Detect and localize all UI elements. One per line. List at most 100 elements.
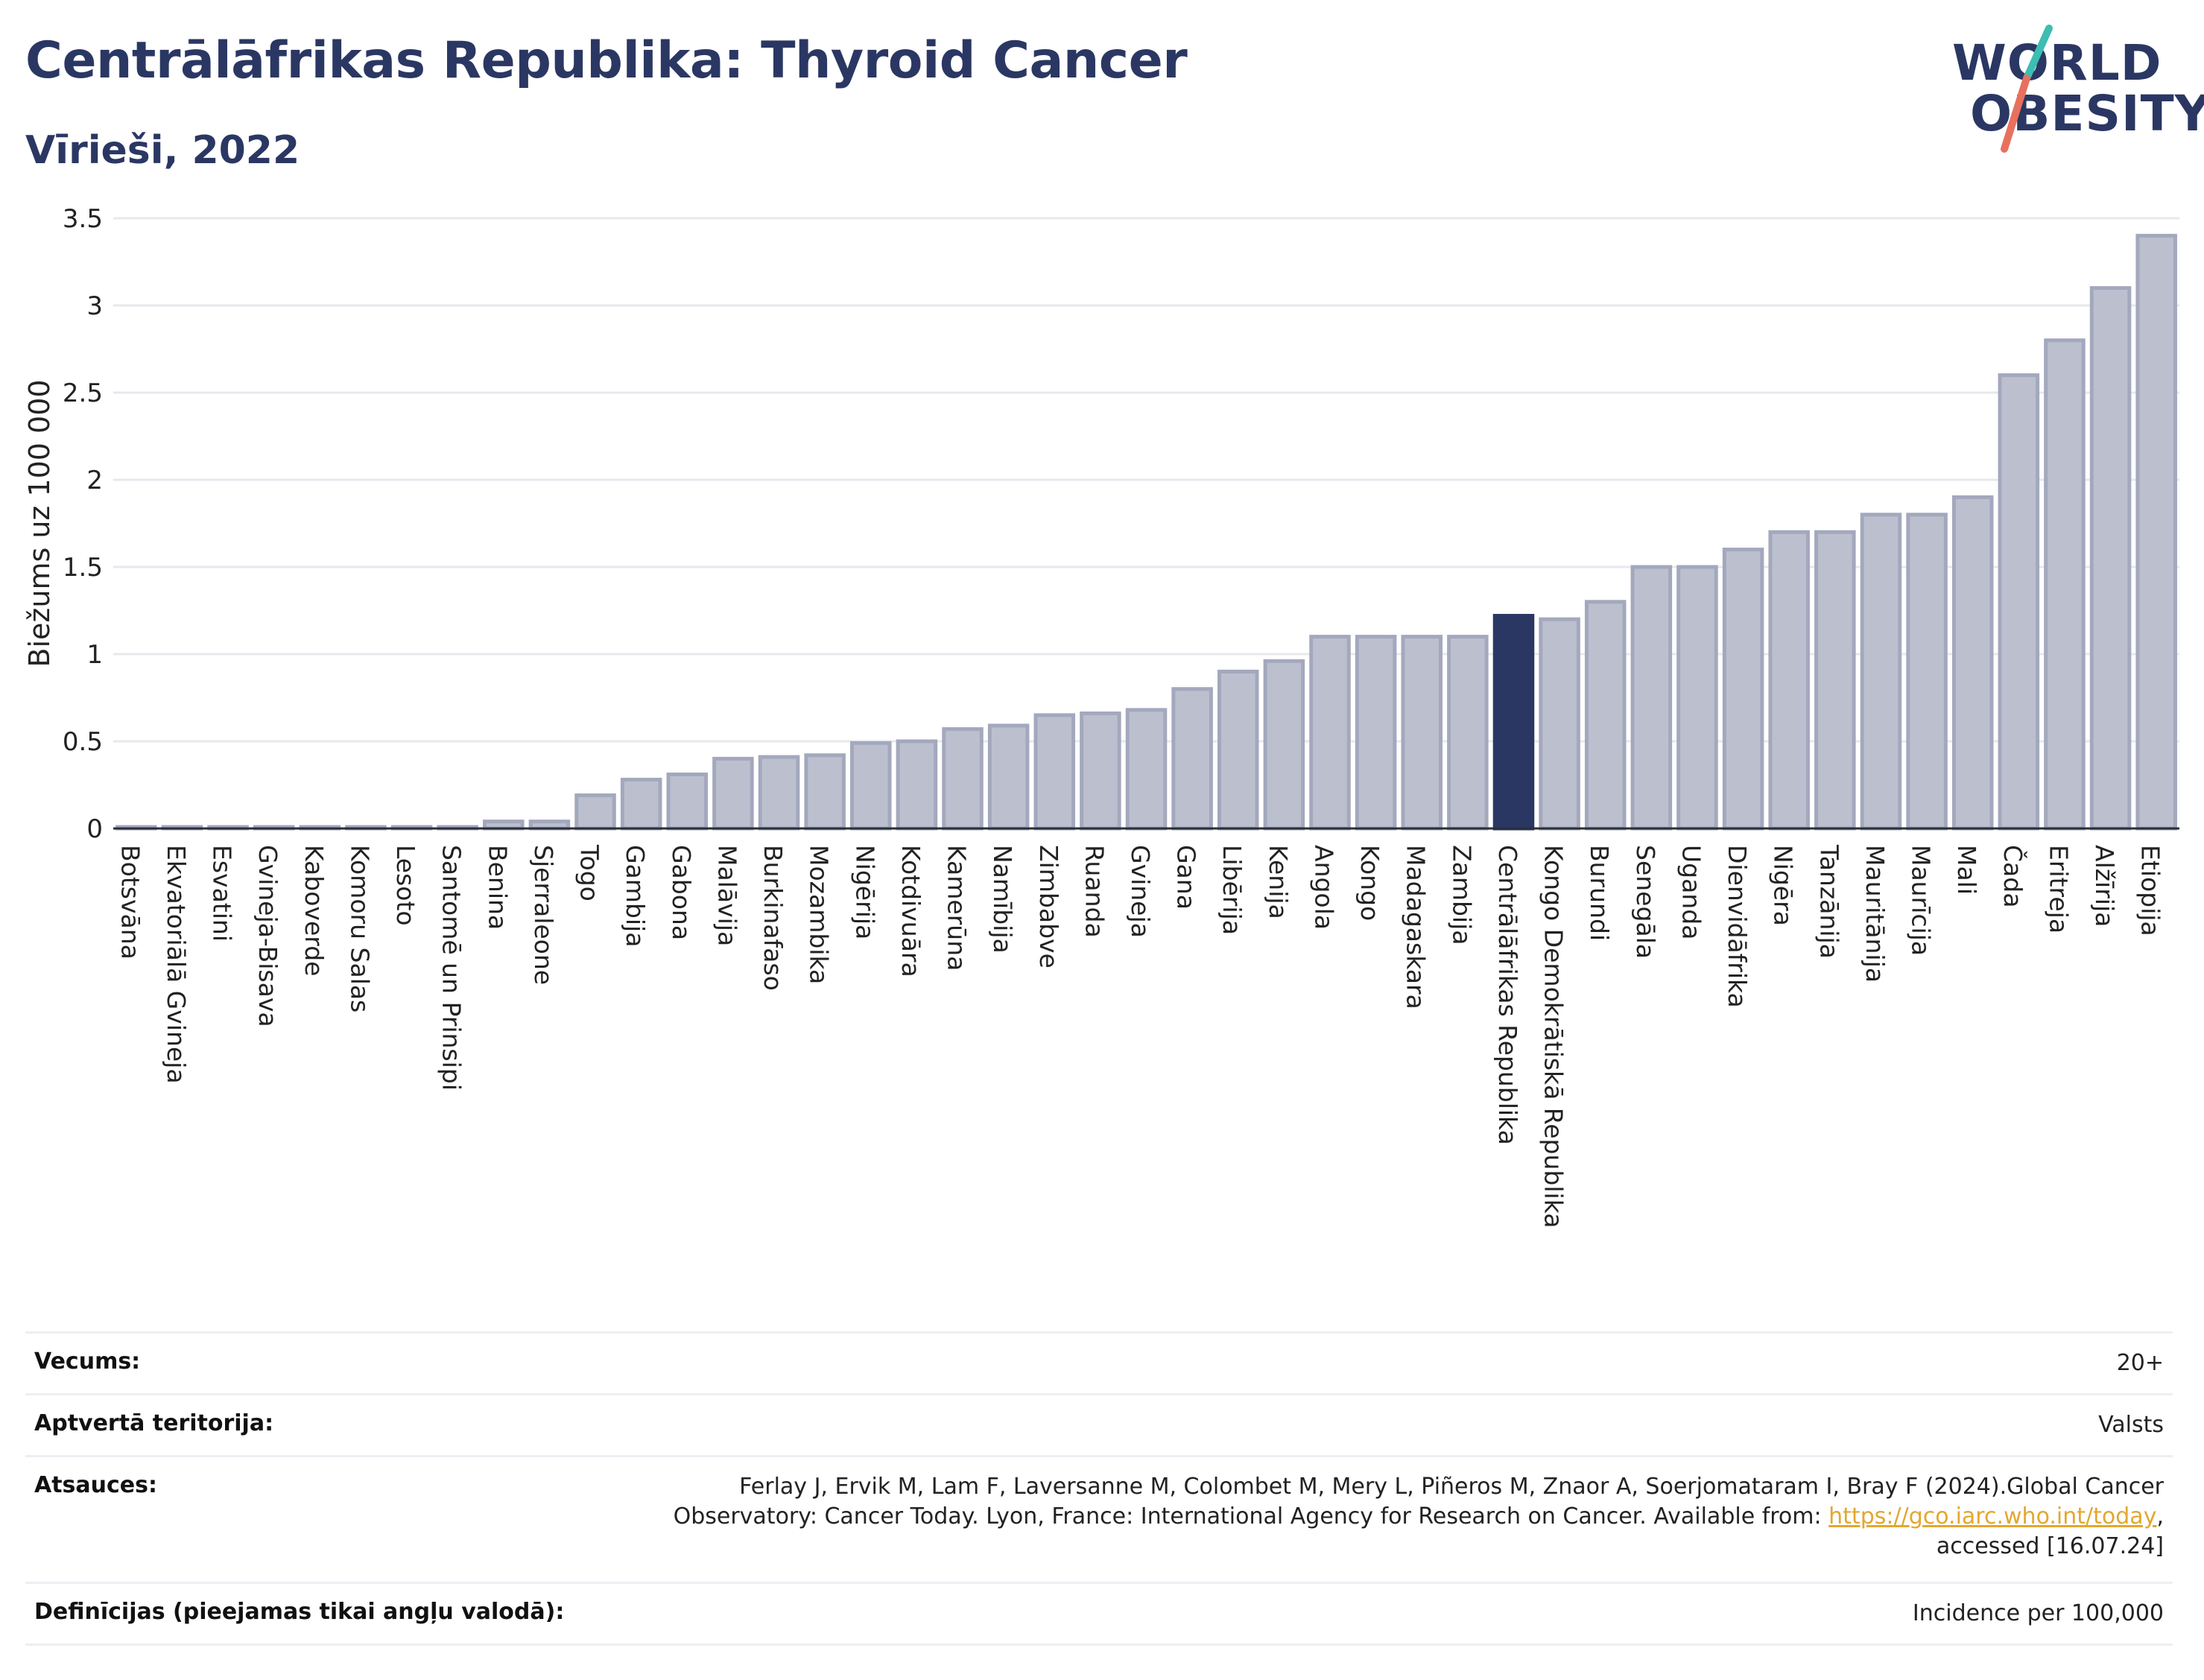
x-tick-label: Burkinafaso	[759, 845, 788, 991]
bar	[1263, 659, 1305, 831]
y-tick-label: 3.5	[63, 204, 103, 234]
bar	[1080, 711, 1121, 831]
x-tick-label: Mauritānija	[1861, 845, 1890, 983]
bar-chart: 0 0.5 1 1.5 2 2.5 3 3.5 Botsvāna Ekvatoriālā Gvi…	[23, 204, 2179, 1228]
world-obesity-logo: WORLD OBESITY	[1945, 22, 2204, 156]
x-tick-label: Benina	[483, 845, 512, 930]
references-line-2-end: ,	[2156, 1503, 2164, 1530]
bar	[574, 793, 616, 831]
x-tick-label: Čada	[1998, 845, 2028, 907]
x-tick-label: Gvineja-Bisava	[253, 845, 282, 1027]
info-row-age: Vecums: 20+	[25, 1331, 2173, 1393]
x-tick-label: Mozambika	[805, 845, 834, 984]
x-tick-label: Kongo Demokrātiskā Republika	[1539, 845, 1568, 1228]
x-tick-label: Gvineja	[1126, 845, 1155, 938]
bar	[1768, 530, 1810, 831]
definitions-value: Incidence per 100,000	[1912, 1600, 2164, 1626]
x-tick-label: Gabona	[667, 845, 696, 940]
x-tick-label: Gana	[1172, 845, 1201, 910]
bar	[987, 723, 1030, 831]
bar	[850, 741, 892, 831]
x-tick-label: Uganda	[1676, 845, 1706, 939]
bar	[666, 772, 709, 831]
x-tick-label: Mali	[1952, 845, 1981, 895]
bar	[1860, 513, 1902, 831]
bars	[115, 233, 2177, 831]
definitions-label: Definīcijas (pieejamas tikai angļu valod…	[34, 1599, 565, 1625]
x-tick-label: Santomē un Prinsipi	[437, 845, 466, 1091]
references-line-3: accessed [16.07.24]	[1936, 1533, 2164, 1559]
bar	[1401, 635, 1443, 831]
bar	[1630, 565, 1673, 831]
gco-link[interactable]: https://gco.iarc.who.int/today	[1828, 1503, 2157, 1530]
x-tick-label: Sjerraleone	[529, 845, 558, 985]
x-tick-label: Burundi	[1585, 845, 1614, 941]
x-tick-label: Komoru Salas	[345, 845, 374, 1012]
x-tick-label: Zimbabve	[1034, 845, 1063, 969]
bar	[1033, 713, 1076, 831]
bar	[1951, 495, 1994, 831]
bar	[1355, 635, 1397, 831]
bar	[1171, 687, 1213, 831]
x-tick-label: Namībija	[988, 845, 1017, 954]
y-tick-label: 1.5	[63, 553, 103, 583]
bar	[1447, 635, 1489, 831]
area-value: Valsts	[2098, 1412, 2164, 1438]
references-value: Ferlay J, Ervik M, Lam F, Laversanne M, …	[674, 1472, 2164, 1562]
bar	[1309, 635, 1351, 831]
bar	[1217, 669, 1259, 831]
bar	[1906, 513, 1948, 831]
bar	[1584, 600, 1627, 831]
age-label: Vecums:	[34, 1348, 141, 1375]
x-tick-label: Gambija	[621, 845, 650, 947]
logo-text-world: WORLD	[1952, 34, 2162, 92]
references-line-2: Observatory: Cancer Today. Lyon, France:…	[673, 1503, 1829, 1530]
y-tick-label: 0	[86, 814, 103, 844]
x-tick-label: Angola	[1309, 845, 1338, 930]
y-axis-ticks: 0 0.5 1 1.5 2 2.5 3 3.5	[63, 204, 103, 844]
x-tick-label: Lesoto	[391, 845, 420, 926]
bar	[896, 739, 938, 831]
area-label: Aptvertā teritorija:	[34, 1410, 274, 1436]
bar	[1125, 708, 1168, 831]
x-tick-label: Libērija	[1217, 845, 1247, 935]
x-tick-label: Eritreja	[2044, 845, 2073, 933]
x-tick-label: Botsvāna	[115, 845, 145, 960]
x-tick-label: Togo	[575, 844, 604, 901]
x-tick-label: Malāvija	[712, 845, 741, 946]
bar	[2135, 233, 2177, 831]
x-tick-label: Madagaskara	[1402, 845, 1431, 1009]
info-row-definitions: Definīcijas (pieejamas tikai angļu valod…	[25, 1582, 2173, 1646]
bar	[1814, 530, 1856, 831]
y-tick-label: 1	[86, 640, 103, 670]
chart-title: Centrālāfrikas Republika: Thyroid Cancer	[25, 31, 1188, 90]
bar	[1722, 548, 1764, 831]
x-tick-label: Senegāla	[1631, 845, 1660, 959]
y-axis-title: Biežums uz 100 000	[23, 379, 56, 667]
info-row-references: Atsauces: Ferlay J, Ervik M, Lam F, Lave…	[25, 1455, 2173, 1582]
x-tick-label: Etiopija	[2136, 845, 2165, 936]
bar	[2089, 286, 2132, 831]
bar	[758, 755, 800, 831]
bar	[620, 777, 662, 831]
y-tick-label: 3	[86, 291, 103, 321]
x-tick-label: Kenija	[1264, 845, 1293, 919]
bar	[804, 753, 846, 831]
x-tick-label: Dienvidāfrika	[1723, 845, 1752, 1008]
x-tick-label: Maurīcija	[1907, 845, 1936, 956]
x-tick-label: Kongo	[1355, 845, 1384, 921]
bar	[1492, 614, 1535, 831]
y-tick-label: 2	[86, 466, 103, 495]
x-tick-label: Ruanda	[1080, 845, 1109, 938]
bar	[1676, 565, 1718, 831]
bar	[942, 727, 984, 831]
x-tick-label: Kaboverde	[300, 845, 329, 977]
bar	[2044, 338, 2086, 831]
age-value: 20+	[2116, 1350, 2164, 1376]
x-tick-label: Nigēra	[1769, 845, 1798, 926]
x-tick-label: Ekvatoriālā Gvineja	[162, 845, 191, 1084]
references-label: Atsauces:	[34, 1472, 157, 1498]
x-axis-labels: Botsvāna Ekvatoriālā Gvineja Esvatini Gvine…	[115, 844, 2165, 1228]
y-tick-label: 2.5	[63, 378, 103, 408]
bar	[1998, 373, 2040, 831]
